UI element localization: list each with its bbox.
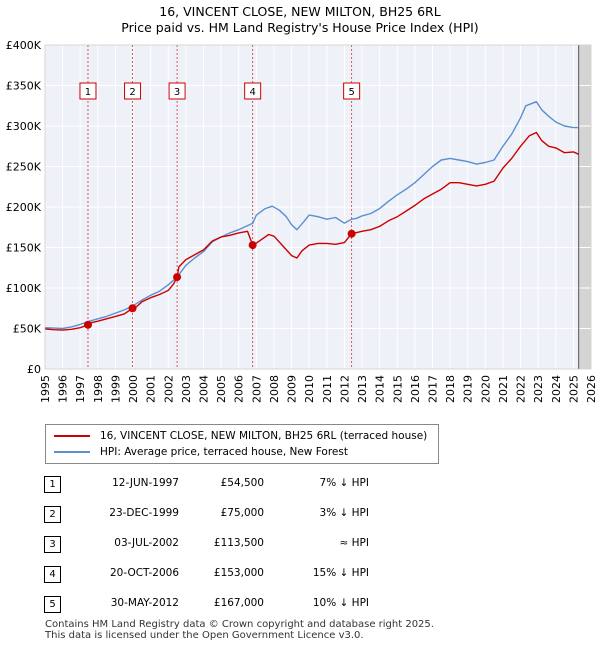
sale-row: 4 20-OCT-2006 £153,000 15% ↓ HPI [44,560,464,590]
x-tick-label: 2015 [391,375,404,403]
sale-hpi-compare: 10% ↓ HPI [312,597,369,609]
sale-point [128,304,137,313]
x-tick-label: 2001 [145,375,158,403]
legend-label-property: 16, VINCENT CLOSE, NEW MILTON, BH25 6RL … [100,430,428,442]
sale-price: £54,500 [220,477,264,489]
y-tick-label: £150K [6,242,42,255]
sale-marker-box [244,82,262,100]
sale-row: 1 12-JUN-1997 £54,500 7% ↓ HPI [44,470,464,500]
x-tick-label: 2023 [532,375,545,403]
price-chart: 1 2 3 4 5 £0 £50K £100K £150K £200K £250K £300K £350… [6,39,598,403]
y-tick-label: £0 [27,363,41,376]
y-tick-label: £200K [6,201,42,214]
sale-marker-label: 1 [85,87,91,98]
sale-number: 4 [44,566,61,583]
sale-number: 3 [44,536,61,553]
y-tick-label: £50K [13,323,42,336]
sale-price: £75,000 [220,507,264,519]
sale-marker-label: 4 [249,87,255,98]
y-tick-label: £300K [6,120,42,133]
sale-hpi-compare: 3% ↓ HPI [319,507,369,519]
legend-item-property: 16, VINCENT CLOSE, NEW MILTON, BH25 6RL … [54,429,427,443]
x-tick-label: 2005 [215,375,228,403]
x-tick-label: 2007 [250,375,263,403]
x-tick-label: 1998 [92,375,105,403]
sale-date: 20-OCT-2006 [110,567,179,579]
sale-hpi-compare: 15% ↓ HPI [312,567,369,579]
x-tick-label: 2024 [550,375,563,403]
x-tick-label: 2017 [426,375,439,403]
legend-item-hpi: HPI: Average price, terraced house, New … [54,445,348,459]
x-tick-label: 2019 [462,375,475,403]
sale-marker-label: 5 [348,87,354,98]
x-tick-label: 2004 [198,375,211,403]
legend-label-hpi: HPI: Average price, terraced house, New … [100,446,348,458]
legend-swatch-hpi [54,451,90,453]
sale-hpi-compare: ≈ HPI [339,537,369,549]
x-tick-label: 1996 [57,375,70,403]
x-tick-label: 1995 [39,375,52,403]
sale-number: 1 [44,476,61,493]
x-tick-label: 2008 [268,375,281,403]
sale-date: 30-MAY-2012 [110,597,179,609]
y-tick-label: £400K [6,39,42,52]
plot-frame [44,44,592,370]
chart-title: 16, VINCENT CLOSE, NEW MILTON, BH25 6RL [159,4,441,19]
footer: Contains HM Land Registry data © Crown c… [45,619,434,641]
x-tick-label: 2010 [303,375,316,403]
y-tick-label: £250K [6,161,42,174]
sale-number: 2 [44,506,61,523]
sale-marker-label: 3 [174,87,180,98]
sale-hpi-compare: 7% ↓ HPI [319,477,369,489]
sale-point [173,273,182,282]
sale-price: £167,000 [213,597,264,609]
sale-price: £153,000 [213,567,264,579]
x-tick-label: 2016 [409,375,422,403]
sale-number: 5 [44,596,61,613]
sale-row: 3 03-JUL-2002 £113,500 ≈ HPI [44,530,464,560]
chart-subtitle: Price paid vs. HM Land Registry's House … [121,20,479,35]
sale-marker-box [168,82,186,100]
x-tick-label: 2020 [479,375,492,403]
x-tick-label: 2025 [567,375,580,403]
sale-marker-box [124,82,142,100]
x-tick-label: 2000 [127,375,140,403]
hpi-series-line [44,100,579,330]
sale-date: 03-JUL-2002 [114,537,179,549]
sale-point [347,229,356,238]
x-tick-label: 2011 [321,375,334,403]
footer-copyright: Contains HM Land Registry data © Crown c… [45,619,434,630]
sale-date: 12-JUN-1997 [112,477,179,489]
sale-point [83,320,92,329]
x-tick-label: 2003 [180,375,193,403]
x-tick-label: 2009 [286,375,299,403]
x-tick-label: 2022 [515,375,528,403]
y-tick-label: £350K [6,80,42,93]
sale-marker-box [343,82,361,100]
x-tick-label: 2026 [585,375,598,403]
sale-price: £113,500 [213,537,264,549]
x-tick-label: 2021 [497,375,510,403]
sale-marker-label: 2 [129,87,135,98]
x-tick-label: 2014 [374,375,387,403]
sale-marker-box [79,82,97,100]
sale-point [248,241,257,250]
x-tick-label: 1997 [74,375,87,403]
x-tick-label: 2006 [233,375,246,403]
x-tick-label: 2013 [356,375,369,403]
chart-legend: 16, VINCENT CLOSE, NEW MILTON, BH25 6RL … [45,424,439,464]
footer-license: This data is licensed under the Open Gov… [45,630,364,641]
x-tick-label: 2018 [444,375,457,403]
sale-row: 5 30-MAY-2012 £167,000 10% ↓ HPI [44,590,464,620]
legend-swatch-property [54,435,90,437]
sale-row: 2 23-DEC-1999 £75,000 3% ↓ HPI [44,500,464,530]
sales-table: 1 12-JUN-1997 £54,500 7% ↓ HPI 2 23-DEC-… [44,470,464,620]
x-tick-label: 1999 [109,375,122,403]
sale-date: 23-DEC-1999 [109,507,179,519]
y-tick-label: £100K [6,282,42,295]
x-tick-label: 2012 [338,375,351,403]
x-tick-label: 2002 [162,375,175,403]
